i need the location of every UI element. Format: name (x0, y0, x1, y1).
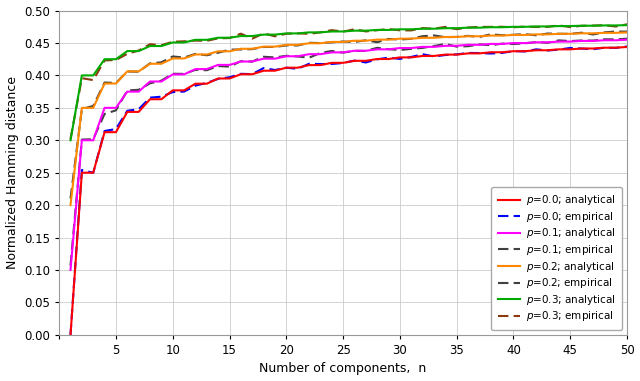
Legend: $p$=0.0; analytical, $p$=0.0; empirical, $p$=0.1; analytical, $p$=0.1; empirical: $p$=0.0; analytical, $p$=0.0; empirical,… (492, 187, 622, 330)
Y-axis label: Normalized Hamming distance: Normalized Hamming distance (6, 76, 19, 269)
X-axis label: Number of components,  n: Number of components, n (259, 362, 427, 375)
